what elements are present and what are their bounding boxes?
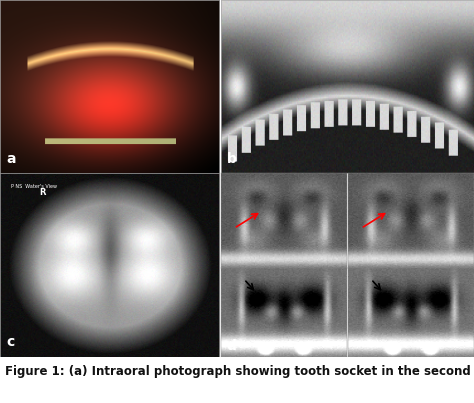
Text: a: a (7, 152, 16, 166)
Text: R: R (39, 188, 46, 197)
Text: Figure 1: (a) Intraoral photograph showing tooth socket in the second: Figure 1: (a) Intraoral photograph showi… (5, 365, 471, 378)
Text: c: c (7, 335, 15, 349)
Text: d: d (227, 339, 236, 353)
Text: b: b (227, 152, 236, 166)
Text: P NS  Water's View: P NS Water's View (11, 184, 57, 189)
